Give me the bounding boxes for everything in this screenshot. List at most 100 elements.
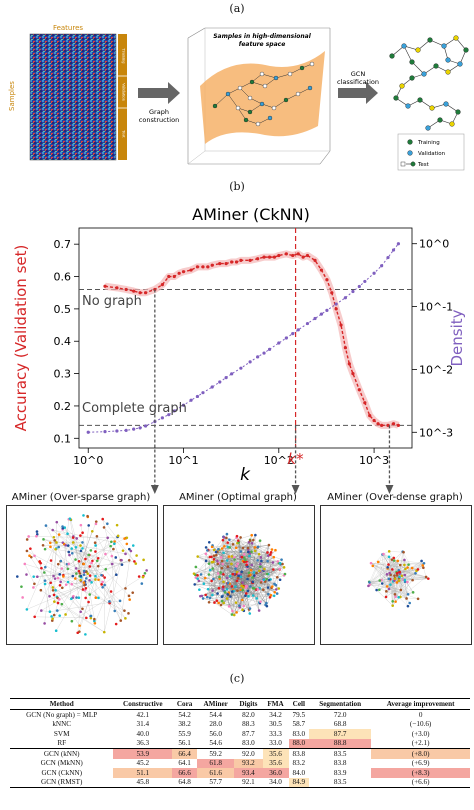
optimal-node bbox=[240, 555, 244, 559]
table-row: kNNC 31.4 38.2 28.0 88.3 30.5 58.7 68.8 (−10.6) bbox=[10, 720, 470, 730]
optimal-node bbox=[211, 567, 214, 570]
optimal-edge bbox=[194, 579, 270, 585]
sparse-node bbox=[81, 531, 84, 535]
sparse-edge bbox=[24, 563, 35, 584]
y-tick-label: 0.1 bbox=[54, 432, 72, 445]
accuracy-point bbox=[210, 263, 214, 267]
dense-edge bbox=[372, 565, 407, 599]
optimal-node bbox=[217, 547, 220, 551]
sparse-edge bbox=[64, 527, 88, 574]
sparse-node bbox=[110, 540, 113, 544]
optimal-node bbox=[235, 579, 239, 583]
accuracy-point bbox=[267, 255, 272, 259]
dense-node bbox=[387, 563, 390, 566]
dense-node bbox=[392, 556, 396, 560]
sparse-node bbox=[64, 613, 67, 616]
optimal-edge bbox=[231, 570, 264, 615]
accuracy-point bbox=[391, 422, 396, 426]
optimal-node bbox=[225, 559, 229, 562]
sparse-node bbox=[94, 578, 97, 581]
optimal-edge bbox=[207, 589, 215, 603]
sparse-node bbox=[29, 555, 33, 559]
table-cell: GCN (No graph) = MLP bbox=[26, 710, 98, 719]
sparse-node bbox=[112, 547, 115, 551]
dense-edge bbox=[399, 551, 403, 574]
optimal-edge bbox=[201, 574, 251, 597]
density-point bbox=[230, 372, 234, 376]
accuracy-point bbox=[103, 284, 107, 288]
table-cell: 64.8 bbox=[172, 777, 198, 788]
optimal-node bbox=[244, 592, 248, 595]
optimal-node bbox=[259, 562, 262, 566]
dense-node bbox=[394, 595, 397, 599]
sparse-node bbox=[123, 537, 126, 540]
optimal-node bbox=[265, 577, 268, 581]
dense-node bbox=[416, 597, 420, 601]
dense-node bbox=[380, 582, 384, 585]
accuracy-band bbox=[104, 250, 400, 429]
density-point bbox=[291, 332, 295, 336]
sparse-node bbox=[32, 575, 36, 578]
dense-node bbox=[382, 552, 385, 556]
drop-arrowhead-dense bbox=[385, 485, 394, 494]
sparse-edge bbox=[71, 575, 144, 622]
accuracy-point bbox=[115, 286, 119, 290]
sparse-edge bbox=[26, 550, 81, 581]
sparse-node bbox=[33, 582, 36, 586]
sparse-node bbox=[71, 541, 75, 544]
optimal-node bbox=[204, 546, 208, 549]
optimal-node bbox=[245, 563, 248, 567]
side-label-test: Test bbox=[122, 130, 126, 138]
optimal-node bbox=[267, 578, 271, 582]
table-cell: 66.4 bbox=[172, 748, 198, 759]
dense-edge bbox=[388, 556, 393, 570]
density-point bbox=[195, 394, 200, 399]
accuracy-point bbox=[339, 323, 343, 327]
sparse-node bbox=[85, 616, 88, 620]
sparse-node bbox=[74, 545, 78, 549]
optimal-node bbox=[234, 585, 237, 588]
sparse-graph-svg bbox=[16, 514, 148, 636]
optimal-node bbox=[278, 567, 281, 571]
kstar-label: k* bbox=[287, 450, 304, 468]
sparse-node bbox=[82, 562, 86, 566]
dense-edge bbox=[382, 554, 393, 570]
optimal-node bbox=[212, 557, 216, 561]
sparse-node bbox=[128, 598, 131, 601]
optimal-node bbox=[236, 589, 239, 592]
sparse-edge bbox=[44, 540, 55, 624]
optimal-edge bbox=[247, 566, 271, 598]
density-point bbox=[296, 328, 300, 332]
optimal-edge bbox=[221, 557, 247, 566]
density-point bbox=[372, 271, 376, 275]
optimal-node bbox=[202, 582, 206, 586]
optimal-edge bbox=[218, 567, 248, 604]
table-row: GCN (No graph) = MLP 42.1 54.2 54.4 82.0 34.2… bbox=[10, 710, 470, 720]
sparse-node bbox=[59, 580, 62, 584]
optimal-node bbox=[231, 609, 234, 613]
optimal-node bbox=[214, 553, 218, 557]
sparse-node bbox=[104, 567, 108, 571]
dense-node bbox=[399, 588, 403, 592]
sparse-node bbox=[84, 557, 87, 561]
sparse-node bbox=[124, 617, 127, 620]
dense-edge bbox=[399, 565, 423, 581]
sparse-node bbox=[93, 541, 97, 545]
optimal-node bbox=[259, 556, 263, 559]
sparse-node bbox=[103, 583, 106, 587]
accuracy-point bbox=[189, 268, 193, 272]
optimal-node bbox=[240, 570, 244, 574]
dense-node bbox=[367, 584, 370, 588]
table-cell: 72.0 bbox=[333, 710, 347, 719]
optimal-node bbox=[235, 564, 238, 568]
optimal-node bbox=[222, 551, 225, 555]
sparse-node bbox=[43, 547, 47, 551]
optimal-node bbox=[266, 586, 270, 589]
sparse-node bbox=[137, 575, 141, 578]
table-cell: 58.7 bbox=[292, 720, 306, 729]
optimal-node bbox=[237, 574, 240, 578]
sparse-node bbox=[96, 556, 100, 560]
table-cell: GCN (kNN) bbox=[10, 748, 114, 759]
sparse-node bbox=[53, 539, 57, 542]
classified-nodes bbox=[389, 35, 469, 131]
